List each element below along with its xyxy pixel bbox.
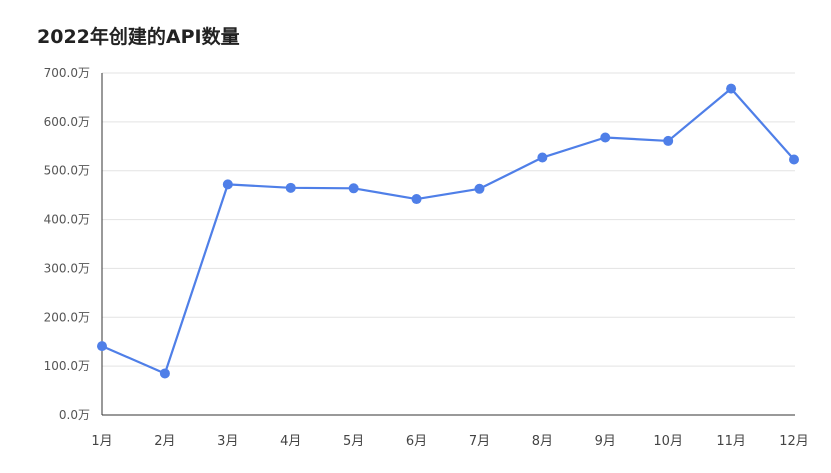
y-tick-label: 600.0万	[44, 115, 90, 129]
x-tick-label: 3月	[217, 434, 238, 449]
data-point	[222, 179, 233, 190]
chart-title: 2022年创建的API数量	[37, 26, 240, 48]
y-tick-label: 300.0万	[44, 261, 90, 275]
y-tick-label: 200.0万	[44, 310, 90, 324]
data-point	[348, 183, 359, 194]
x-tick-label: 8月	[532, 434, 553, 449]
y-tick-label: 100.0万	[44, 359, 90, 373]
x-tick-label: 12月	[779, 434, 809, 449]
y-tick-label: 0.0万	[59, 408, 90, 422]
data-point	[411, 194, 422, 205]
x-tick-label: 1月	[91, 434, 112, 449]
data-point	[285, 182, 296, 193]
data-point	[537, 152, 548, 163]
x-tick-label: 11月	[716, 434, 746, 449]
x-tick-label: 4月	[280, 434, 301, 449]
series-line	[101, 87, 795, 375]
x-tick-label: 7月	[469, 434, 490, 449]
data-point	[789, 154, 799, 165]
data-point	[726, 83, 737, 94]
data-point	[600, 132, 611, 143]
y-tick-label: 500.0万	[44, 164, 90, 178]
y-tick-label: 400.0万	[44, 213, 90, 227]
x-tick-label: 2月	[154, 434, 175, 449]
x-tick-label: 9月	[595, 434, 616, 449]
y-tick-label: 700.0万	[44, 66, 90, 80]
data-point	[97, 341, 107, 352]
data-point	[663, 135, 674, 146]
x-tick-label: 5月	[343, 434, 364, 449]
data-point	[474, 183, 485, 194]
data-point	[159, 368, 170, 379]
x-tick-label: 10月	[653, 434, 683, 449]
x-tick-label: 6月	[406, 434, 427, 449]
